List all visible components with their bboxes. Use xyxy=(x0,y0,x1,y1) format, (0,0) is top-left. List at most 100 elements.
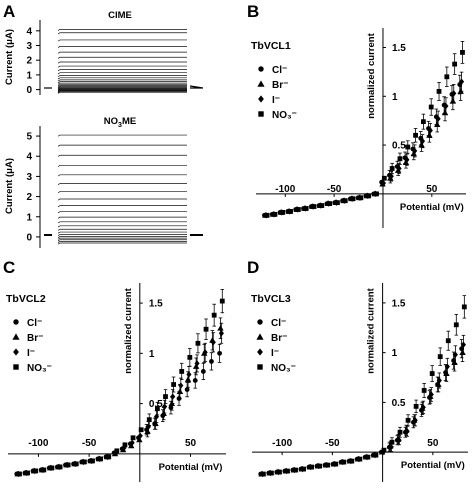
panel-b-point xyxy=(452,61,458,67)
panel-b-point xyxy=(397,156,403,162)
panel-b-point xyxy=(405,144,411,150)
panel-b-point xyxy=(404,156,410,163)
panel-c-point xyxy=(98,456,104,462)
panel-d-point xyxy=(444,363,450,370)
clme-tick-label: 3 xyxy=(26,41,32,52)
clme-trace xyxy=(57,85,187,88)
no3me-ylabel: Current (μA) xyxy=(4,158,15,214)
panel-c-legend-marker xyxy=(13,348,19,356)
panel-d-point xyxy=(269,470,274,476)
panel-d-point xyxy=(357,456,363,462)
panel-c-x-tick-label: -50 xyxy=(82,438,97,449)
panel-d-point xyxy=(333,461,339,467)
no3me-trace xyxy=(57,242,187,245)
panel-b-point xyxy=(319,203,325,208)
clme-trace-plot: ClME Current (μA) 4 3 2 1 0 xyxy=(4,10,204,96)
panel-b-point xyxy=(428,104,434,110)
panel-b-ylabel: normalized current xyxy=(366,32,377,118)
panel-letter-c: C xyxy=(3,258,15,277)
no3me-trace xyxy=(57,211,187,214)
no3me-title-end: ME xyxy=(122,116,136,127)
panel-d-point xyxy=(293,467,298,473)
panel-b-point xyxy=(264,212,270,218)
panel-b-point xyxy=(396,165,402,172)
panel-c-point xyxy=(90,458,95,464)
panel-b-legend-marker xyxy=(258,95,264,103)
no3me-trace xyxy=(57,144,187,147)
no3me-trace xyxy=(57,205,187,208)
panel-c-data-points xyxy=(14,289,225,478)
clme-trace xyxy=(57,91,187,94)
panel-b-point xyxy=(434,121,441,127)
panel-b-legend-marker xyxy=(258,66,264,72)
panel-c-point xyxy=(130,435,136,441)
no3me-title: NO3ME xyxy=(104,116,136,129)
panel-d-point xyxy=(396,437,402,444)
panel-b-point xyxy=(444,74,450,80)
panel-d-point xyxy=(301,466,306,472)
clme-trace xyxy=(57,89,187,92)
panel-b-point xyxy=(350,196,356,202)
panel-b-legend-label: Cl⁻ xyxy=(272,65,287,76)
panel-b-point xyxy=(303,206,309,211)
no3me-trace xyxy=(57,228,187,231)
panel-b-data-points xyxy=(262,41,465,219)
clme-trace xyxy=(57,75,187,77)
panel-b-x-tick-label: -100 xyxy=(275,184,295,195)
panel-d-point xyxy=(429,371,435,376)
panel-c-point xyxy=(146,417,152,423)
clme-trace xyxy=(57,87,187,90)
panel-b-legend: Cl⁻ Br⁻ I⁻ NO₃⁻ xyxy=(257,65,297,121)
panel-d-point xyxy=(309,464,315,470)
clme-trace xyxy=(57,65,187,68)
panel-letter-a: A xyxy=(3,2,15,21)
panel-d-legend-label: I⁻ xyxy=(271,348,279,359)
panel-d-point xyxy=(445,338,451,344)
panel-c-legend-marker xyxy=(13,319,19,325)
clme-trace xyxy=(57,87,187,90)
panel-c-point xyxy=(218,330,224,337)
panel-b-point xyxy=(288,209,293,214)
clme-trace xyxy=(57,32,187,35)
panel-c-point xyxy=(186,371,192,378)
panel-b-legend-marker xyxy=(257,80,265,87)
no3me-trace xyxy=(57,234,187,237)
panel-c-y-tick-label: 1.5 xyxy=(149,299,163,310)
panel-d-point xyxy=(260,471,266,477)
panel-d-x-tick-label: 50 xyxy=(427,438,439,449)
clme-trace xyxy=(57,91,187,94)
no3me-trace xyxy=(57,183,187,185)
panel-d-point xyxy=(404,428,410,435)
panel-b-point xyxy=(419,137,426,145)
panel-c-channel-name: TbVCL2 xyxy=(6,293,46,305)
panel-b-point xyxy=(420,119,426,125)
panel-c-point xyxy=(217,350,222,356)
no3me-trace xyxy=(57,241,187,243)
panel-b-ticks: -100 -50 50 0.5 1 1.5 xyxy=(275,43,438,197)
panel-b-point xyxy=(381,175,387,181)
clme-traces xyxy=(57,28,187,94)
panel-d-legend-label: Cl⁻ xyxy=(271,318,286,329)
panel-b-point xyxy=(436,89,442,94)
clme-tick-label: 2 xyxy=(26,56,32,67)
clme-trace xyxy=(57,79,187,82)
clme-trace xyxy=(57,72,187,75)
panel-d-legend-marker xyxy=(257,364,263,370)
panel-d-point xyxy=(365,454,371,460)
panel-b-point xyxy=(418,141,425,148)
panel-c-point xyxy=(41,467,47,473)
clme-ticks: 4 3 2 1 0 xyxy=(26,26,40,96)
panel-b-point xyxy=(410,150,417,157)
panel-c-point xyxy=(170,393,176,400)
panel-c-point xyxy=(209,358,214,364)
no3me-title-main: NO xyxy=(104,116,118,127)
panel-c-point xyxy=(138,427,144,433)
clme-tick-label: 0 xyxy=(26,85,32,96)
panel-b-point xyxy=(358,195,364,201)
clme-ylabel: Current (μA) xyxy=(4,29,15,85)
panel-d-point xyxy=(317,463,323,469)
panel-d-point xyxy=(277,469,282,475)
panel-d-point xyxy=(453,322,459,328)
panel-c-point xyxy=(114,448,120,454)
